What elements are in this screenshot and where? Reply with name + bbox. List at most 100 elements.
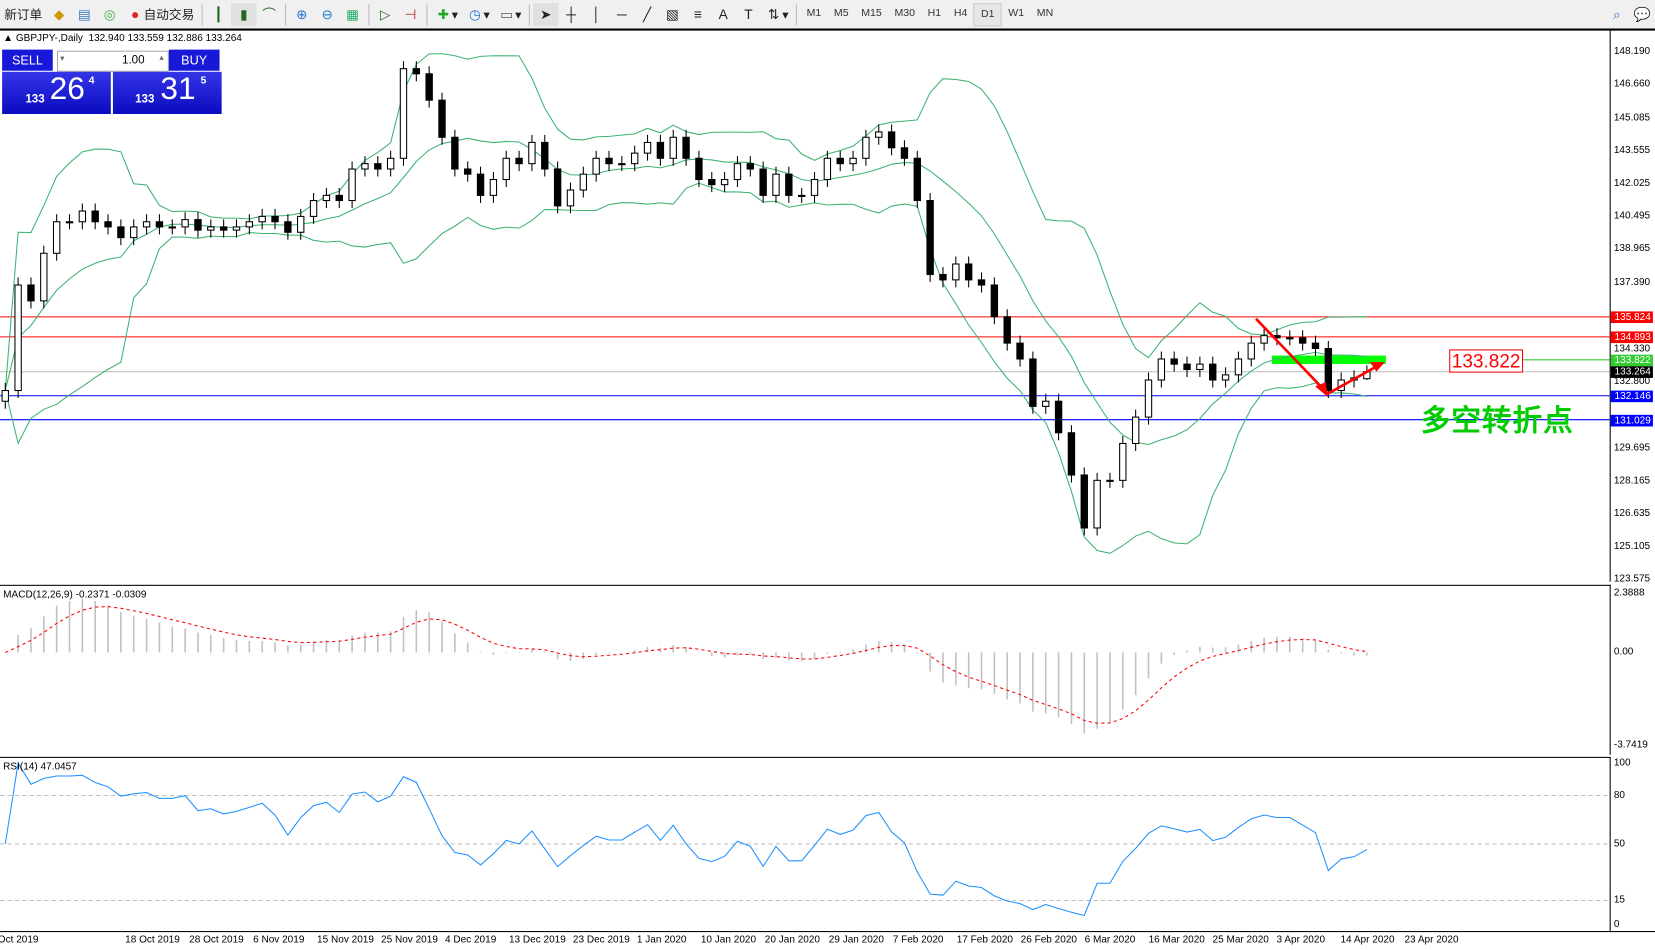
search-button[interactable]: ⌕ — [1604, 3, 1629, 26]
macd-tick-label: -3.7419 — [1613, 738, 1648, 751]
timeframe-m5[interactable]: M5 — [833, 6, 849, 19]
bull-candle — [502, 157, 510, 181]
bull-candle — [862, 136, 870, 159]
sell-price[interactable]: 133 26 4 — [2, 71, 111, 115]
bear-candle — [708, 178, 716, 186]
lot-increase-icon[interactable]: ▴ — [159, 52, 164, 63]
bear-candle — [605, 157, 613, 165]
zoom-in-button[interactable]: ⊕ — [289, 3, 314, 26]
bull-candle — [1131, 416, 1140, 445]
bear-candle — [284, 221, 292, 233]
bear-candle — [1324, 347, 1333, 392]
price-tick-label: 125.105 — [1613, 540, 1651, 552]
indicators-button[interactable]: ✚ ▾ — [431, 3, 463, 26]
bull-candle — [1196, 363, 1204, 371]
bull-candle — [386, 157, 395, 170]
bear-candle — [1311, 342, 1320, 350]
auto-scroll-button[interactable]: ▷ — [373, 3, 398, 26]
bull-candle — [1286, 337, 1294, 340]
macd-pane[interactable] — [0, 584, 1611, 755]
bar-chart-button[interactable]: ┃ — [206, 3, 231, 26]
bear-candle — [1016, 342, 1024, 360]
rsi-pane[interactable] — [0, 756, 1611, 933]
new-order-button[interactable]: 新订单 — [0, 3, 46, 26]
crosshair-button[interactable]: ┼ — [558, 3, 583, 26]
chat-button[interactable]: 💬 — [1630, 3, 1655, 26]
macd-tick-label: 0.00 — [1613, 646, 1634, 658]
price-tick-label: 128.165 — [1613, 474, 1651, 487]
text-button[interactable]: A — [710, 3, 735, 26]
sell-price-big: 133 — [25, 92, 45, 106]
macd-label: MACD(12,26,9) -0.2371 -0.0309 — [3, 589, 147, 601]
cursor-button[interactable]: ➤ — [533, 2, 559, 26]
market-watch-button[interactable]: ◆ — [46, 3, 71, 26]
line-chart-button[interactable]: ⌒ — [257, 3, 282, 26]
auto-trading-button[interactable]: ● 自动交易 — [122, 3, 198, 26]
bull-candle — [348, 168, 356, 202]
zoom-in-icon: ⊕ — [296, 5, 308, 22]
date-tick-label: 28 Oct 2019 — [189, 934, 244, 946]
periods-button[interactable]: ◷ ▾ — [462, 3, 494, 26]
buy-price-big: 133 — [135, 92, 155, 106]
timeframe-w1[interactable]: W1 — [1008, 6, 1025, 19]
bear-candle — [695, 157, 703, 181]
fibonacci-button[interactable]: ≡ — [685, 3, 710, 26]
timeframe-d1[interactable]: D1 — [973, 2, 1002, 26]
chart-shift-button[interactable]: ⊣ — [398, 3, 423, 26]
tile-windows-button[interactable]: ▦ — [340, 3, 365, 26]
rsi-line — [4, 761, 1368, 917]
buy-price-pips: 31 — [160, 71, 196, 107]
bear-candle — [412, 68, 421, 75]
horizontal-line-button[interactable]: ─ — [609, 3, 634, 26]
templates-button[interactable]: ▭ ▾ — [500, 5, 522, 22]
bear-candle — [1029, 358, 1037, 407]
bear-candle — [541, 141, 549, 170]
bull-candle — [78, 210, 87, 223]
timeframe-mn[interactable]: MN — [1036, 6, 1054, 19]
bull-candle — [733, 163, 742, 181]
timeframe-m1[interactable]: M1 — [806, 6, 822, 19]
lot-size-input[interactable]: ▾ 1.00 ▴ — [56, 50, 169, 72]
lot-decrease-icon[interactable]: ▾ — [60, 53, 65, 64]
buy-button[interactable]: BUY — [168, 49, 220, 71]
terminal-button[interactable]: ▤ — [72, 3, 97, 26]
bear-candle — [939, 273, 947, 281]
bull-candle — [52, 221, 61, 254]
signals-icon: ◎ — [103, 5, 116, 22]
price-tick-label: 146.660 — [1613, 78, 1651, 90]
text-label-button[interactable]: T — [736, 3, 761, 26]
bear-candle — [1067, 432, 1076, 476]
sell-button[interactable]: SELL — [2, 49, 53, 71]
bull-candle — [630, 152, 639, 165]
bear-candle — [271, 215, 279, 223]
periods-icon: ◷ — [469, 5, 482, 22]
zoom-out-button[interactable]: ⊖ — [315, 3, 340, 26]
bollinger-middle-band — [4, 137, 1367, 446]
trendline-button[interactable]: ╱ — [634, 3, 659, 26]
bear-candle — [900, 147, 909, 159]
timeframe-m15[interactable]: M15 — [861, 6, 882, 19]
price-tick-label: 137.390 — [1613, 276, 1651, 289]
timeframe-m30[interactable]: M30 — [894, 6, 915, 19]
price-annotation-box[interactable]: 133.822 — [1449, 349, 1524, 373]
pivot-annotation-text[interactable]: 多空转折点 — [1420, 403, 1574, 439]
buy-price[interactable]: 133 31 5 — [112, 71, 222, 115]
indicators-icon: ✚ — [437, 5, 450, 22]
bull-candle — [1119, 442, 1127, 481]
price-pane[interactable] — [0, 30, 1611, 582]
divider — [528, 3, 530, 25]
timeframe-h4[interactable]: H4 — [953, 6, 968, 19]
timeframe-h1[interactable]: H1 — [927, 6, 942, 19]
candlestick-button[interactable]: ▮ — [231, 2, 257, 26]
vertical-line-button[interactable]: │ — [584, 3, 609, 26]
signals-button[interactable]: ◎ — [97, 3, 122, 26]
bull-candle — [361, 163, 369, 170]
bear-candle — [451, 136, 459, 170]
arrows-button[interactable]: ⇅ ▾ — [761, 3, 793, 26]
equidistant-channel-button[interactable]: ▧ — [660, 3, 685, 26]
price-tick-label: 140.495 — [1613, 210, 1651, 222]
terminal-icon: ▤ — [77, 5, 91, 22]
bull-candle — [1247, 342, 1255, 360]
date-tick-label: 29 Jan 2020 — [828, 934, 884, 946]
